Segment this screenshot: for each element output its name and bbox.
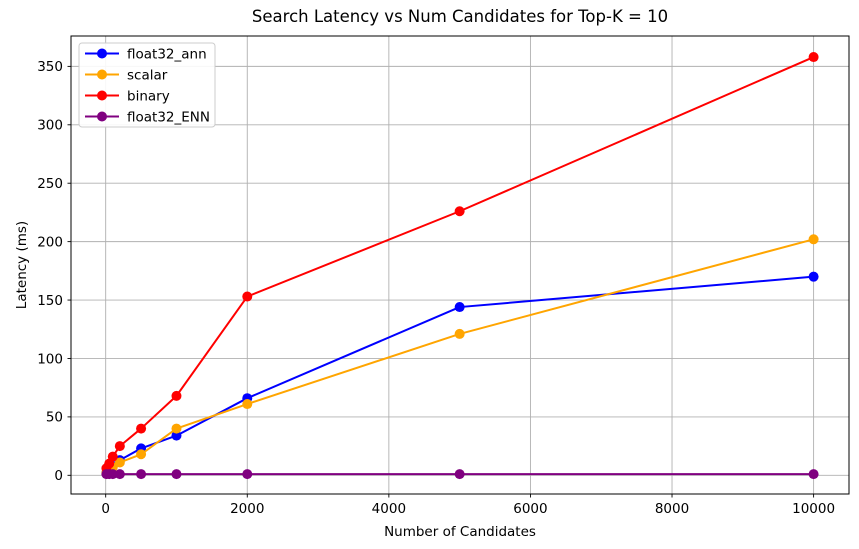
x-tick-label: 10000 — [792, 501, 835, 517]
series-marker-float32_ENN — [171, 469, 182, 480]
y-tick-label: 300 — [37, 118, 63, 134]
y-tick-label: 100 — [37, 351, 63, 367]
series-marker-binary — [454, 206, 465, 217]
series-marker-binary — [136, 423, 147, 434]
series-marker-scalar — [454, 328, 465, 339]
legend-marker-scalar — [97, 69, 107, 80]
legend-label-float32_ENN: float32_ENN — [127, 109, 210, 125]
series-marker-scalar — [808, 234, 819, 245]
legend-marker-float32_ann — [97, 48, 107, 59]
series-marker-float32_ENN — [808, 469, 819, 480]
series-marker-binary — [242, 291, 253, 302]
series-marker-scalar — [171, 423, 182, 434]
y-tick-label: 350 — [37, 59, 63, 75]
x-tick-label: 0 — [101, 501, 110, 517]
series-marker-binary — [171, 390, 182, 401]
series-marker-float32_ENN — [242, 469, 253, 480]
x-tick-label: 4000 — [372, 501, 406, 517]
x-axis-label: Number of Candidates — [384, 524, 536, 540]
legend-box — [78, 42, 216, 128]
legend-marker-binary — [97, 90, 107, 101]
series-marker-float32_ENN — [114, 469, 125, 480]
legend-label-binary: binary — [127, 88, 170, 104]
y-tick-label: 50 — [46, 410, 63, 426]
series-marker-float32_ann — [808, 271, 819, 282]
x-tick-label: 8000 — [655, 501, 689, 517]
y-tick-label: 0 — [54, 468, 63, 484]
series-marker-binary — [114, 441, 125, 452]
series-marker-binary — [808, 52, 819, 63]
series-marker-float32_ENN — [136, 469, 147, 480]
series-marker-float32_ann — [171, 430, 182, 441]
y-tick-label: 150 — [37, 293, 63, 309]
x-tick-label: 2000 — [230, 501, 264, 517]
y-tick-label: 250 — [37, 176, 63, 192]
series-line-scalar — [105, 238, 814, 474]
series-marker-float32_ann — [454, 302, 465, 313]
y-tick-label: 200 — [37, 234, 63, 250]
legend-label-scalar: scalar — [127, 67, 168, 83]
series-marker-scalar — [114, 457, 125, 468]
legend-marker-float32_ENN — [97, 111, 107, 122]
chart-title: Search Latency vs Num Candidates for Top… — [251, 7, 669, 26]
series-marker-scalar — [242, 399, 253, 410]
legend-label-float32_ann: float32_ann — [127, 46, 207, 62]
plot-frame — [70, 35, 850, 495]
x-tick-label: 6000 — [513, 501, 547, 517]
series-marker-scalar — [136, 449, 147, 460]
series-marker-float32_ENN — [454, 469, 465, 480]
series-marker-float32_ENN — [107, 469, 118, 480]
series-marker-binary — [107, 451, 118, 462]
